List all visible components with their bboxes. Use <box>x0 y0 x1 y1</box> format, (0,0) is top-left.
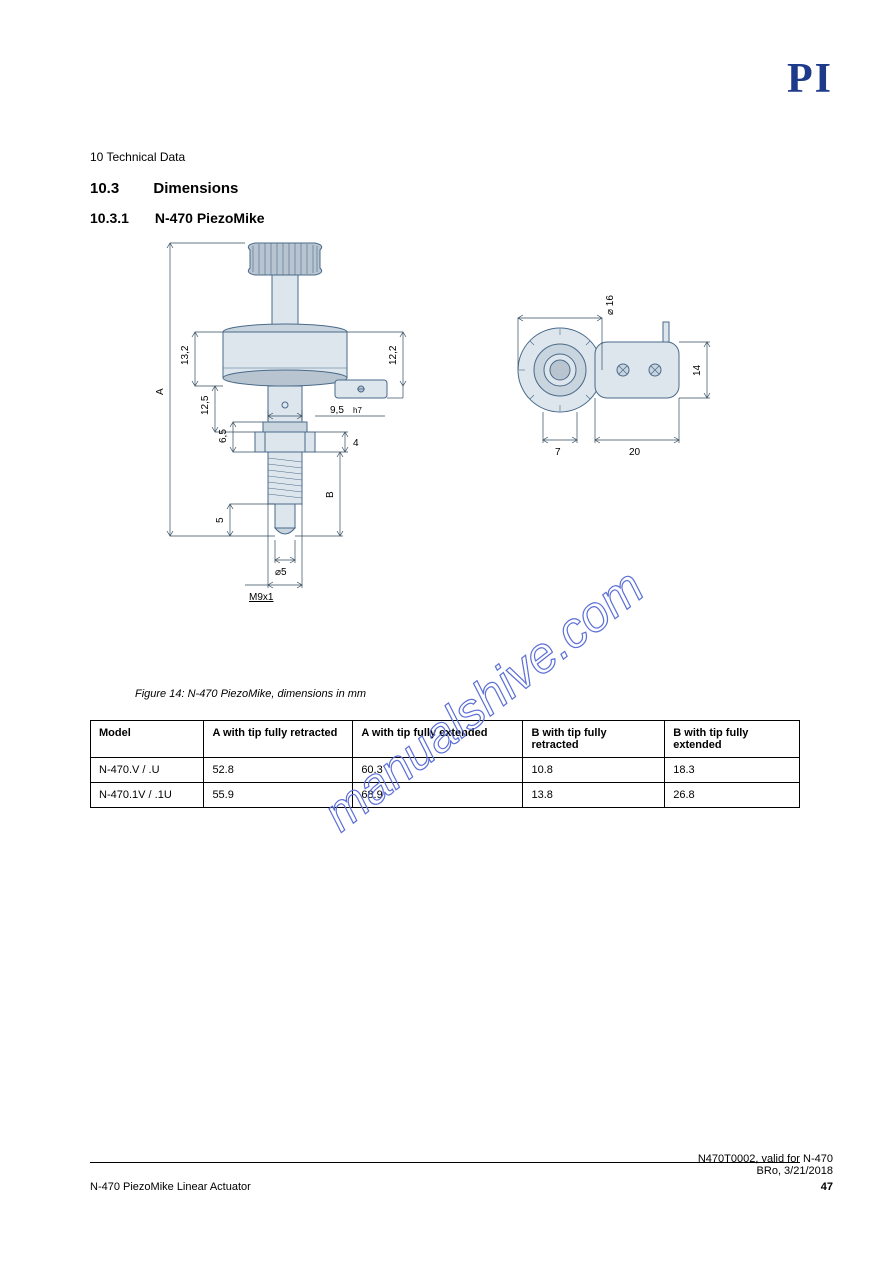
dim-9-5: 9,5 <box>330 405 344 416</box>
footer-page: 47 <box>698 1181 833 1193</box>
dim-dia5: ⌀5 <box>275 567 287 578</box>
footer-right: N470T0002, valid for N-470 BRo, 3/21/201… <box>698 1153 833 1193</box>
dim-A: A <box>155 388 166 395</box>
dim-6-5: 6,5 <box>218 429 229 443</box>
footer-doc-code: BRo, 3/21/2018 <box>698 1165 833 1177</box>
footer-divider <box>90 1162 800 1163</box>
table-cell: 52.8 <box>204 758 353 783</box>
table-header: A with tip fully extended <box>353 721 523 758</box>
dim-20: 20 <box>629 447 641 458</box>
table-header: B with tip fully retracted <box>523 721 665 758</box>
subsection-number: 10.3.1 <box>90 210 129 226</box>
table-cell: N-470.V / .U <box>91 758 204 783</box>
table-cell: 68.9 <box>353 783 523 808</box>
table-cell: 55.9 <box>204 783 353 808</box>
table-header: A with tip fully retracted <box>204 721 353 758</box>
dim-5: 5 <box>215 517 226 523</box>
figure-label: Figure 14: N-470 PiezoMike, dimensions i… <box>135 688 366 700</box>
table-cell: N-470.1V / .1U <box>91 783 204 808</box>
dim-12-2: 12,2 <box>388 345 399 365</box>
dim-14: 14 <box>692 364 703 376</box>
table-cell: 18.3 <box>665 758 800 783</box>
technical-drawing: A 13,2 12,5 6,5 5 12,2 9,5 h7 4 B ⌀5 M9x… <box>135 240 745 670</box>
section-header: 10.3 Dimensions <box>90 180 238 197</box>
dim-dia16: ⌀ 16 <box>605 295 616 315</box>
dim-h7: h7 <box>353 406 362 415</box>
dim-B: B <box>325 491 336 498</box>
breadcrumb: 10 Technical Data <box>90 150 185 164</box>
dim-4: 4 <box>353 438 359 449</box>
section-title: Dimensions <box>153 180 238 197</box>
footer-left: N-470 PiezoMike Linear Actuator <box>90 1181 251 1193</box>
table-header: B with tip fully extended <box>665 721 800 758</box>
table-cell: 60.3 <box>353 758 523 783</box>
section-number: 10.3 <box>90 180 119 197</box>
dim-12-5: 12,5 <box>200 395 211 415</box>
dim-13-2: 13,2 <box>180 345 191 365</box>
subsection-header: 10.3.1 N-470 PiezoMike <box>90 210 265 226</box>
table-header: Model <box>91 721 204 758</box>
table-header-row: Model A with tip fully retracted A with … <box>91 721 800 758</box>
dimension-table: Model A with tip fully retracted A with … <box>90 720 800 808</box>
dim-7: 7 <box>555 447 561 458</box>
footer-doc-label: N470T0002, valid for N-470 <box>698 1153 833 1165</box>
table-cell: 13.8 <box>523 783 665 808</box>
table-cell: 26.8 <box>665 783 800 808</box>
subsection-title: N-470 PiezoMike <box>155 210 265 226</box>
table-row: N-470.1V / .1U 55.9 68.9 13.8 26.8 <box>91 783 800 808</box>
brand-logo: PI <box>787 55 833 103</box>
table-row: N-470.V / .U 52.8 60.3 10.8 18.3 <box>91 758 800 783</box>
dim-thread: M9x1 <box>249 592 274 603</box>
table-cell: 10.8 <box>523 758 665 783</box>
